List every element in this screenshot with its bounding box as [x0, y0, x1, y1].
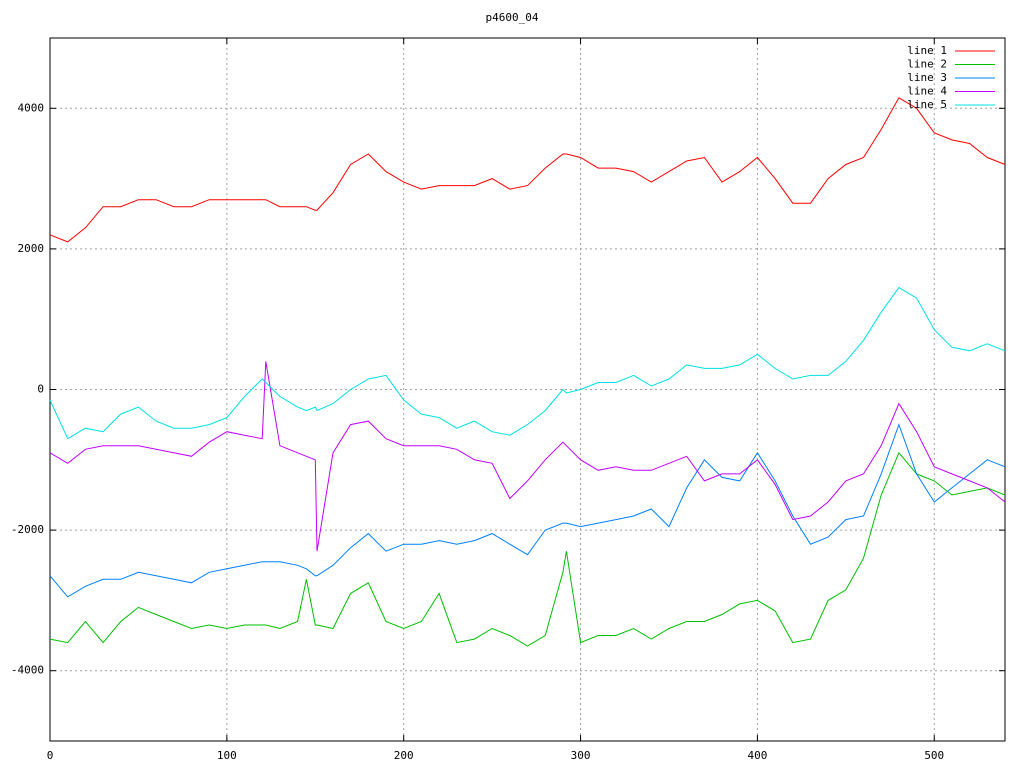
x-tick-label: 200 — [394, 749, 414, 762]
series-line — [49, 423, 1006, 598]
y-tick-label: 4000 — [18, 101, 45, 114]
x-tick-label: 0 — [47, 749, 54, 762]
chart-title: p4600_04 — [486, 11, 539, 24]
series-line — [49, 451, 1006, 647]
series-line — [49, 361, 1006, 552]
series-line — [49, 286, 1006, 440]
x-tick-label: 300 — [571, 749, 591, 762]
legend-label: line 2 — [907, 58, 947, 71]
legend-label: line 3 — [907, 71, 947, 84]
y-tick-label: -2000 — [11, 523, 44, 536]
y-tick-label: 0 — [37, 383, 44, 396]
series-line — [49, 97, 1006, 243]
x-tick-label: 100 — [217, 749, 237, 762]
plot-frame — [49, 37, 1006, 742]
y-tick-label: 2000 — [18, 242, 45, 255]
x-tick-label: 400 — [747, 749, 767, 762]
x-tick-label: 500 — [924, 749, 944, 762]
legend-label: line 5 — [907, 98, 947, 111]
y-tick-label: -4000 — [11, 664, 44, 677]
legend-label: line 4 — [907, 85, 947, 98]
legend-label: line 1 — [907, 44, 947, 57]
